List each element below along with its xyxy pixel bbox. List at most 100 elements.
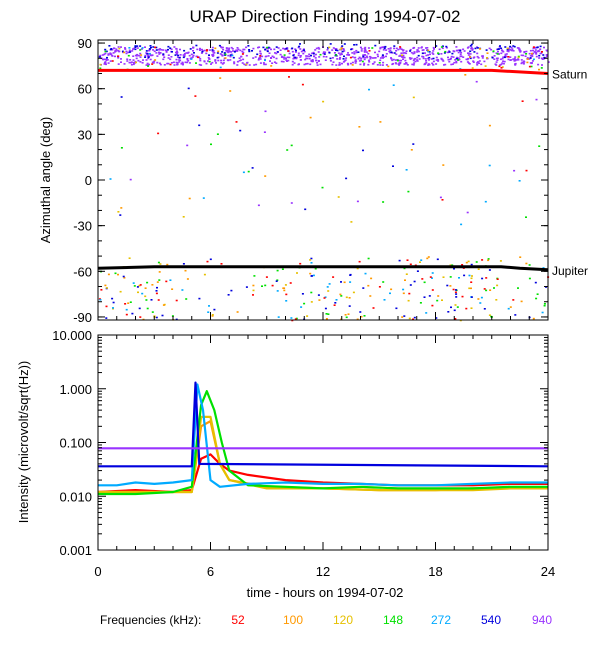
direction-scatter-point [197, 56, 199, 59]
direction-scatter-point [398, 59, 401, 62]
direction-scatter-point [300, 50, 303, 53]
direction-scatter-point [362, 54, 365, 56]
direction-scatter-point [135, 61, 137, 64]
direction-scatter-point [212, 51, 215, 53]
direction-scatter-point [275, 46, 278, 48]
direction-scatter-point [363, 51, 366, 53]
direction-scatter-point [351, 56, 354, 58]
direction-scatter-point [180, 63, 183, 65]
direction-scatter-point [454, 59, 457, 61]
direction-scatter-point [323, 53, 326, 55]
direction-scatter-point [363, 62, 366, 65]
direction-scatter-point [265, 276, 268, 278]
direction-scatter-point [271, 284, 274, 287]
direction-scatter-point [152, 49, 154, 51]
direction-scatter-point [538, 57, 541, 59]
direction-scatter-point [467, 46, 470, 48]
direction-reference-lines: Saturn Jupiter [97, 67, 588, 278]
direction-scatter-point [257, 59, 260, 61]
direction-scatter-point [379, 64, 382, 66]
direction-scatter-point [290, 144, 293, 147]
direction-scatter-point [458, 58, 461, 61]
direction-scatter-point [147, 55, 149, 57]
direction-scatter-point [519, 50, 522, 52]
direction-scatter-point [476, 52, 479, 55]
direction-scatter-point [218, 44, 221, 47]
direction-scatter-point [446, 284, 449, 287]
direction-scatter-point [366, 56, 369, 59]
direction-y-tick-label: 60 [78, 82, 92, 97]
legend-item-52: 52 [231, 613, 245, 627]
direction-scatter-point [184, 61, 187, 64]
direction-scatter-point [340, 295, 343, 297]
direction-scatter-point [353, 56, 356, 59]
direction-scatter-point [178, 59, 181, 61]
direction-scatter-point [340, 52, 343, 55]
direction-scatter-point [504, 53, 507, 56]
direction-scatter-point [125, 50, 128, 53]
direction-scatter-point [514, 314, 517, 316]
direction-scatter-point [313, 55, 316, 57]
direction-scatter-point [309, 116, 312, 119]
direction-scatter-point [318, 299, 321, 301]
direction-scatter-point [167, 62, 170, 65]
direction-scatter-point [447, 58, 450, 61]
direction-scatter-point [141, 292, 144, 295]
direction-scatter-point [364, 46, 367, 49]
direction-scatter-point [326, 286, 329, 288]
direction-scatter-point [436, 299, 439, 302]
direction-scatter-point [136, 53, 139, 56]
direction-scatter-point [105, 50, 108, 53]
direction-scatter-point [402, 292, 405, 295]
direction-scatter-point [335, 54, 338, 56]
direction-scatter-point [476, 62, 479, 64]
direction-scatter-point [411, 63, 414, 66]
direction-scatter-point [541, 58, 544, 60]
direction-scatter-point [531, 60, 534, 62]
direction-scatter-point [175, 51, 177, 54]
direction-scatter-point [219, 66, 222, 69]
direction-scatter-point [382, 281, 385, 283]
direction-scatter-point [311, 60, 314, 62]
direction-scatter-point [493, 58, 496, 60]
direction-scatter-point [99, 63, 102, 66]
direction-scatter-point [201, 50, 204, 53]
direction-scatter-point [445, 45, 448, 48]
direction-scatter-point [276, 290, 279, 292]
direction-scatter-point [413, 46, 416, 49]
direction-scatter-point [280, 56, 283, 58]
direction-scatter-point [273, 61, 276, 63]
direction-scatter-point [453, 267, 455, 270]
direction-scatter-point [547, 61, 550, 63]
direction-scatter-point [385, 53, 388, 55]
direction-scatter-point [486, 52, 489, 54]
direction-scatter-point [526, 57, 529, 59]
legend-item-148: 148 [383, 613, 403, 627]
direction-scatter-point [322, 55, 325, 58]
direction-scatter-point [470, 43, 473, 46]
direction-scatter-point [514, 62, 517, 65]
direction-scatter-point [285, 300, 288, 302]
direction-scatter-point [123, 277, 126, 279]
direction-scatter-point [134, 48, 137, 51]
direction-scatter-point [448, 60, 451, 63]
direction-scatter-point [245, 54, 248, 57]
direction-scatter-point [342, 48, 345, 50]
direction-scatter-point [368, 50, 371, 52]
direction-scatter-point [335, 64, 338, 66]
direction-scatter-point [367, 257, 370, 260]
direction-scatter-point [509, 45, 512, 48]
direction-scatter-point [435, 317, 438, 319]
direction-scatter-point [416, 270, 419, 272]
direction-scatter-point [248, 64, 251, 66]
direction-scatter-point [191, 56, 194, 58]
direction-scatter-point [478, 62, 480, 64]
direction-scatter-point [496, 57, 499, 60]
direction-scatter-point [402, 54, 405, 57]
direction-panel-frame [97, 39, 549, 321]
direction-scatter-point [440, 53, 443, 55]
direction-scatter-point [216, 133, 219, 135]
direction-scatter-point [401, 316, 404, 318]
direction-scatter-point [390, 288, 393, 291]
direction-scatter-point [483, 288, 486, 290]
